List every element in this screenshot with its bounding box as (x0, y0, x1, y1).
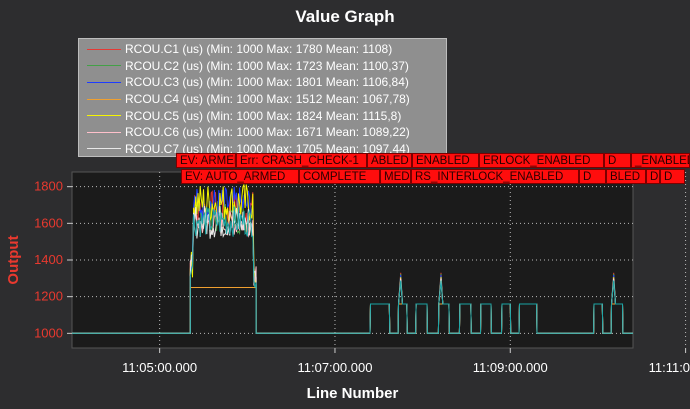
legend-label: RCOU.C4 (us) (Min: 1000 Max: 1512 Mean: … (125, 92, 410, 107)
legend-item: RCOU.C7 (us) (Min: 1000 Max: 1705 Mean: … (79, 141, 446, 156)
legend-label: RCOU.C6 (us) (Min: 1000 Max: 1671 Mean: … (125, 125, 410, 140)
legend-swatch (87, 131, 121, 133)
legend: RCOU.C1 (us) (Min: 1000 Max: 1780 Mean: … (78, 38, 447, 157)
x-tick-label: 11:09:00.000 (473, 360, 548, 375)
y-tick-label: 1600 (34, 215, 63, 230)
legend-item: RCOU.C4 (us) (Min: 1000 Max: 1512 Mean: … (79, 91, 446, 108)
y-tick-label: 1000 (34, 325, 63, 340)
legend-swatch (87, 148, 121, 150)
legend-item: RCOU.C5 (us) (Min: 1000 Max: 1824 Mean: … (79, 107, 446, 124)
x-tick-label: 11:05:00.000 (122, 360, 197, 375)
chart-title: Value Graph (295, 7, 395, 26)
tick-marks (67, 186, 687, 353)
x-axis-label: Line Number (307, 385, 399, 402)
y-tick-label: 1800 (34, 179, 63, 194)
legend-item: RCOU.C3 (us) (Min: 1000 Max: 1801 Mean: … (79, 74, 446, 91)
legend-swatch (87, 98, 121, 100)
legend-label: RCOU.C3 (us) (Min: 1000 Max: 1801 Mean: … (125, 75, 409, 90)
legend-label: RCOU.C1 (us) (Min: 1000 Max: 1780 Mean: … (125, 42, 393, 57)
legend-swatch (87, 81, 121, 83)
axis-labels-group: 11:05:00.000 11:07:00.000 11:09:00.000 11:1… (5, 179, 690, 402)
legend-item: RCOU.C1 (us) (Min: 1000 Max: 1780 Mean: … (79, 41, 446, 58)
legend-swatch (87, 48, 121, 50)
legend-swatch (87, 115, 121, 117)
y-tick-label: 1200 (34, 289, 63, 304)
legend-label: RCOU.C5 (us) (Min: 1000 Max: 1824 Mean: … (125, 108, 402, 123)
legend-item: RCOU.C2 (us) (Min: 1000 Max: 1723 Mean: … (79, 58, 446, 75)
y-axis-label: Output (5, 235, 22, 284)
legend-item: RCOU.C6 (us) (Min: 1000 Max: 1671 Mean: … (79, 124, 446, 141)
series-line-8 (72, 206, 633, 334)
x-tick-label: 11:07:00.000 (297, 360, 372, 375)
legend-label: RCOU.C7 (us) (Min: 1000 Max: 1705 Mean: … (125, 141, 410, 156)
x-tick-label: 11:11:00.000 (649, 360, 690, 375)
series-group (72, 184, 633, 334)
y-tick-label: 1400 (34, 252, 63, 267)
legend-swatch (87, 65, 121, 67)
legend-label: RCOU.C2 (us) (Min: 1000 Max: 1723 Mean: … (125, 58, 409, 73)
